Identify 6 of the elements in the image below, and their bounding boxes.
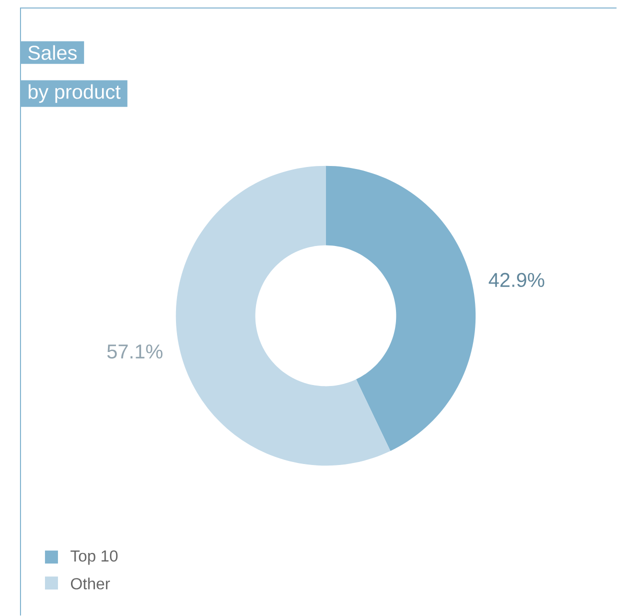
legend-label: Top 10 [70,550,118,565]
data-label: 57.1% [107,344,162,359]
data-label: 42.9% [488,272,544,288]
chart-title: Sales [28,45,77,60]
legend-label: Other [70,578,110,590]
chart-subtitle: by product [28,84,121,103]
